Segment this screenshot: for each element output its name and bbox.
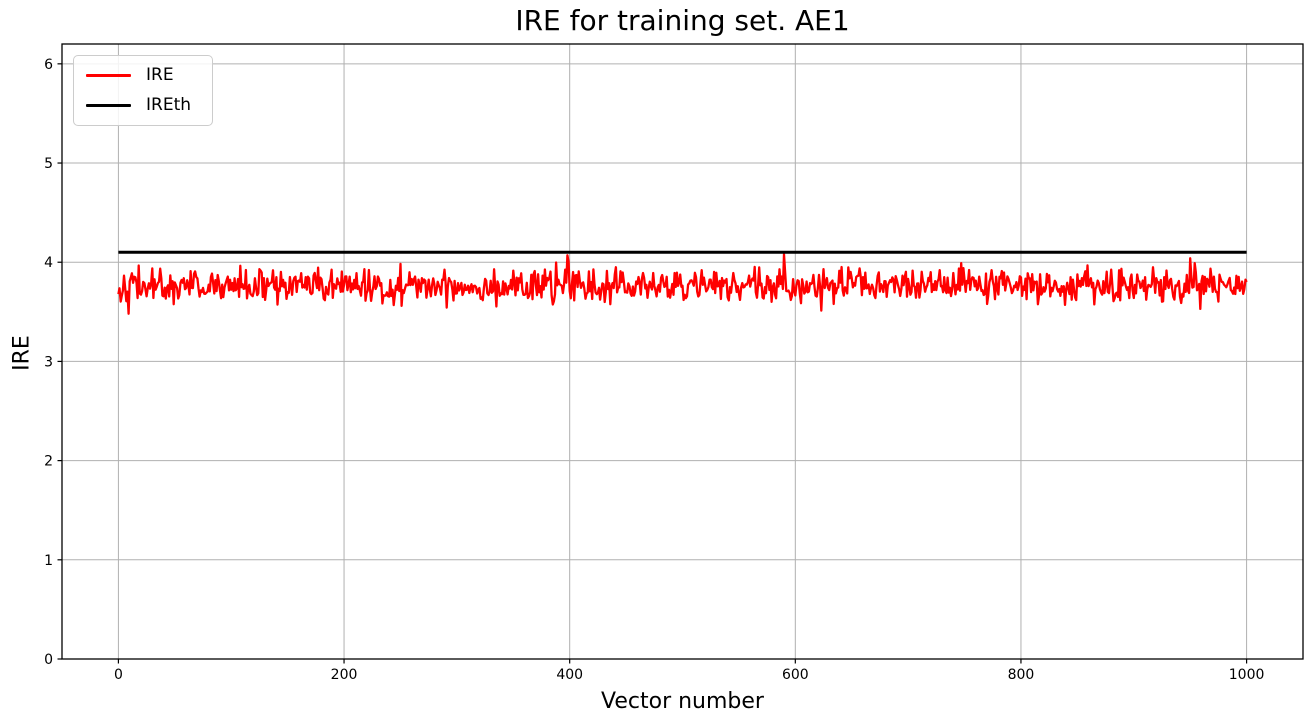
legend-entry-ire: IRE xyxy=(86,65,200,86)
x-tick-label: 400 xyxy=(556,667,583,683)
chart-title: IRE for training set. AE1 xyxy=(515,4,850,37)
y-tick-label: 1 xyxy=(44,553,53,569)
y-tick-label: 4 xyxy=(44,255,53,271)
x-tick-label: 200 xyxy=(331,667,358,683)
legend-line-sample-ireth xyxy=(86,103,131,107)
series-ire-line xyxy=(117,253,1248,315)
legend-label-ireth: IREth xyxy=(146,94,192,115)
legend: IRE IREth xyxy=(73,55,213,127)
x-tick-label: 600 xyxy=(782,667,809,683)
legend-line-sample-ire xyxy=(86,74,131,78)
legend-entry-ireth: IREth xyxy=(86,94,200,116)
axes-border xyxy=(61,43,1304,660)
y-tick-label: 3 xyxy=(44,354,53,370)
x-tick-label: 0 xyxy=(114,667,123,683)
x-axis-label: Vector number xyxy=(601,689,764,714)
x-tick-label: 1000 xyxy=(1229,667,1265,683)
y-tick-label: 6 xyxy=(44,57,53,73)
x-tick-label: 800 xyxy=(1008,667,1035,683)
y-tick-label: 2 xyxy=(44,454,53,470)
y-axis-label: IRE xyxy=(9,335,35,371)
y-tick-label: 5 xyxy=(44,156,53,172)
y-tick-label: 0 xyxy=(44,652,53,668)
legend-label-ire: IRE xyxy=(146,65,174,85)
